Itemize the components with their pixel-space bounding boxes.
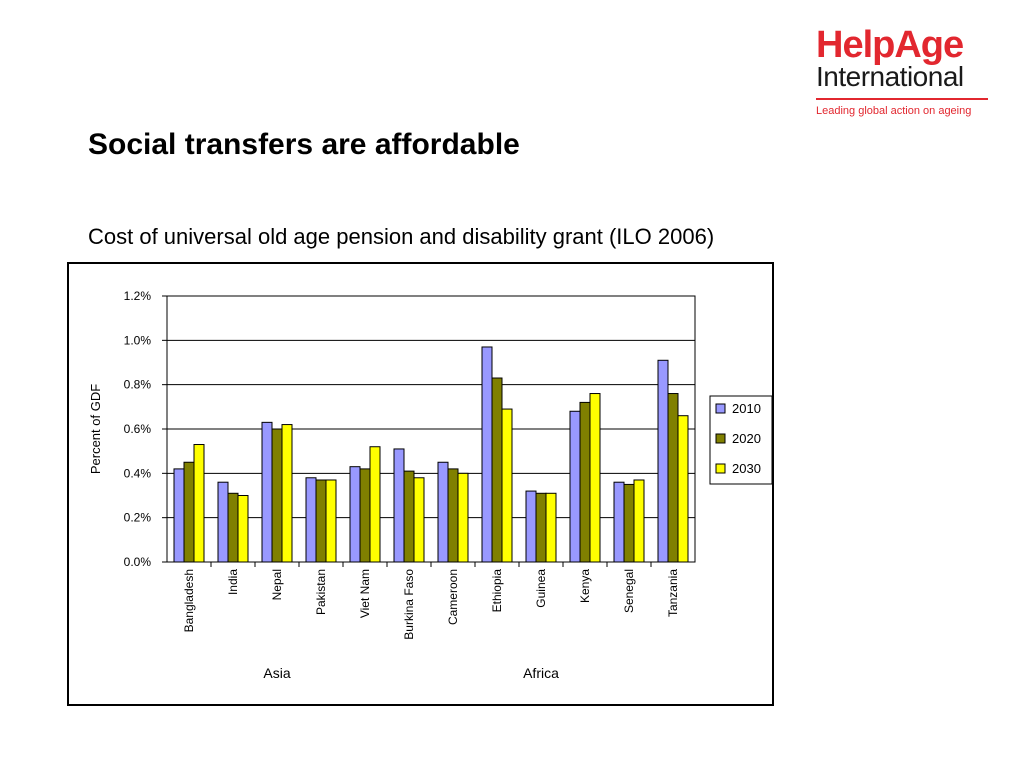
legend-swatch	[715, 463, 726, 474]
category-label: Burkina Faso	[402, 569, 416, 640]
bar	[491, 377, 503, 563]
bar	[481, 346, 493, 563]
bar	[447, 468, 459, 563]
logo-brand-text: HelpAge	[816, 24, 964, 66]
bar	[535, 492, 547, 563]
bar	[657, 359, 669, 563]
bar	[569, 410, 581, 563]
slide-subtitle: Cost of universal old age pension and di…	[88, 224, 715, 249]
bar	[633, 479, 645, 563]
bar	[589, 393, 601, 563]
bar	[227, 492, 239, 563]
bar	[501, 408, 513, 563]
bar	[623, 483, 635, 563]
bar	[613, 481, 625, 563]
bar	[325, 479, 337, 563]
logo-tagline: Leading global action on ageing	[816, 105, 972, 117]
logo-rule	[816, 98, 988, 100]
category-label: Tanzania	[666, 569, 680, 617]
category-label: Pakistan	[314, 569, 328, 615]
bar	[193, 444, 205, 563]
y-tick-label: 0.8%	[124, 378, 152, 392]
bar	[281, 424, 293, 563]
category-label: Cameroon	[446, 569, 460, 625]
legend-swatch	[715, 433, 726, 444]
legend-label: 2010	[732, 401, 761, 416]
bar	[271, 428, 283, 563]
bar	[173, 468, 185, 563]
bar	[677, 415, 689, 563]
bar	[545, 492, 557, 563]
slide-title: Social transfers are affordable	[88, 128, 520, 161]
category-label: Senegal	[622, 569, 636, 613]
category-label: Guinea	[534, 569, 548, 608]
category-label: India	[226, 569, 240, 595]
bar	[437, 461, 449, 563]
y-tick-label: 0.2%	[124, 511, 152, 525]
category-label: Bangladesh	[182, 569, 196, 632]
bar	[217, 481, 229, 563]
bar	[403, 470, 415, 563]
legend-label: 2020	[732, 431, 761, 446]
category-label: Viet Nam	[358, 569, 372, 618]
y-tick-label: 0.6%	[124, 422, 152, 436]
group-label: Africa	[523, 665, 559, 681]
helpage-logo: HelpAge International Leading global act…	[816, 24, 996, 117]
bar	[457, 472, 469, 563]
bar	[349, 466, 361, 563]
logo-sub-text: International	[816, 61, 964, 92]
bar	[305, 477, 317, 563]
bar	[315, 479, 327, 563]
category-label: Kenya	[578, 569, 592, 603]
legend-swatch	[715, 403, 726, 414]
bar	[525, 490, 537, 563]
y-tick-label: 0.0%	[124, 555, 152, 569]
bar	[261, 421, 273, 563]
y-tick-label: 1.0%	[124, 333, 152, 347]
bar	[369, 446, 381, 563]
legend-label: 2030	[732, 461, 761, 476]
bar	[359, 468, 371, 563]
bar	[237, 495, 249, 563]
bar	[413, 477, 425, 563]
chart-frame: 0.0% 0.2% 0.4% 0.6% 0.8% 1.0% 1.2% Percent of G…	[67, 262, 774, 706]
bar	[393, 448, 405, 563]
y-tick-label: 0.4%	[124, 466, 152, 480]
category-label: Ethiopia	[490, 569, 504, 613]
bar	[183, 461, 195, 563]
y-axis-label: Percent of GDF	[88, 384, 103, 474]
category-label: Nepal	[270, 569, 284, 600]
bar	[667, 393, 679, 563]
bar-chart: 0.0% 0.2% 0.4% 0.6% 0.8% 1.0% 1.2% Percent of G…	[88, 289, 772, 681]
y-tick-label: 1.2%	[124, 289, 152, 303]
bar	[579, 401, 591, 563]
group-label: Asia	[263, 665, 290, 681]
